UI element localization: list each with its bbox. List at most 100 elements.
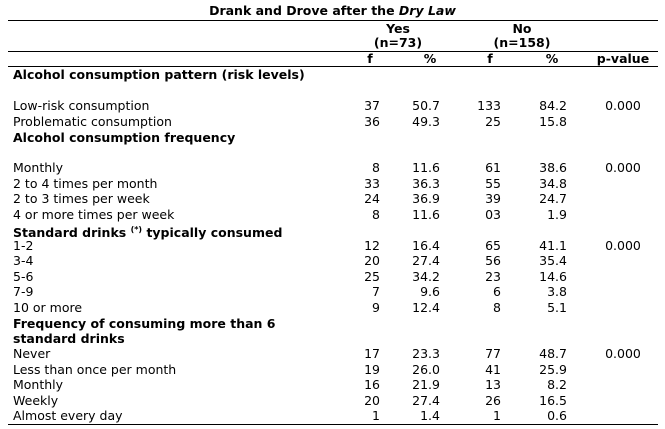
section-heading-binge-line1: Frequency of consuming more than 6 — [13, 316, 276, 331]
cell-pct-no: 48.7 — [539, 346, 567, 361]
row-label: 5-6 — [13, 269, 34, 284]
cell-f-no: 55 — [485, 176, 501, 191]
group-no-label: No — [512, 21, 532, 36]
cell-pct-yes: 1.4 — [420, 408, 440, 423]
row-label: 2 to 4 times per month — [13, 176, 158, 191]
col-header-pct-yes: % — [423, 51, 437, 66]
cell-f-yes: 36 — [364, 114, 380, 129]
row-label: Monthly — [13, 377, 64, 392]
cell-f-yes: 12 — [364, 238, 380, 253]
col-header-pct-no: % — [545, 51, 559, 66]
table-title: Drank and Drove after the Dry Law — [0, 4, 665, 18]
row-label: Low-risk consumption — [13, 98, 150, 113]
section-heading-consumption-frequency: Alcohol consumption frequency — [13, 130, 236, 145]
cell-pct-no: 5.1 — [547, 300, 567, 315]
cell-pct-no: 8.2 — [547, 377, 567, 392]
cell-f-no: 133 — [477, 98, 501, 113]
cell-f-yes: 33 — [364, 176, 380, 191]
cell-f-yes: 16 — [364, 377, 380, 392]
row-label: Weekly — [13, 393, 59, 408]
cell-f-yes: 25 — [364, 269, 380, 284]
cell-pct-yes: 36.3 — [412, 176, 440, 191]
cell-pct-yes: 26.0 — [412, 362, 440, 377]
header-rule — [8, 66, 658, 67]
table-title-italic: Dry Law — [398, 3, 456, 18]
cell-p-value: 0.000 — [605, 98, 641, 113]
cell-f-no: 8 — [493, 300, 501, 315]
table-title-text: Drank and Drove after the — [209, 3, 395, 18]
cell-pct-yes: 23.3 — [412, 346, 440, 361]
row-label: 10 or more — [13, 300, 83, 315]
group-rule — [8, 51, 658, 52]
section-heading-text: Standard drinks — [13, 225, 127, 240]
cell-f-no: 41 — [485, 362, 501, 377]
cell-f-no: 65 — [485, 238, 501, 253]
cell-pct-yes: 9.6 — [420, 284, 440, 299]
row-label: Less than once per month — [13, 362, 177, 377]
cell-pct-no: 1.9 — [547, 207, 567, 222]
group-yes-n: (n=73) — [373, 35, 423, 50]
cell-pct-yes: 11.6 — [412, 207, 440, 222]
cell-f-yes: 8 — [372, 207, 380, 222]
section-heading-suffix: typically consumed — [146, 225, 283, 240]
footnote-marker: (*) — [130, 225, 143, 234]
cell-f-no: 77 — [485, 346, 501, 361]
row-label: 1-2 — [13, 238, 34, 253]
cell-f-no: 61 — [485, 160, 501, 175]
cell-pct-yes: 27.4 — [412, 253, 440, 268]
cell-pct-no: 35.4 — [539, 253, 567, 268]
cell-f-yes: 24 — [364, 191, 380, 206]
cell-f-yes: 20 — [364, 393, 380, 408]
cell-pct-yes: 21.9 — [412, 377, 440, 392]
row-label: Problematic consumption — [13, 114, 172, 129]
row-label: 4 or more times per week — [13, 207, 175, 222]
cell-pct-yes: 12.4 — [412, 300, 440, 315]
cell-f-yes: 19 — [364, 362, 380, 377]
cell-f-yes: 8 — [372, 160, 380, 175]
cell-pct-yes: 50.7 — [412, 98, 440, 113]
cell-f-no: 03 — [485, 207, 501, 222]
group-no-n: (n=158) — [493, 35, 551, 50]
cell-f-no: 1 — [493, 408, 501, 423]
cell-f-no: 25 — [485, 114, 501, 129]
cell-p-value: 0.000 — [605, 238, 641, 253]
section-heading-binge-line2: standard drinks — [13, 331, 125, 346]
bottom-rule — [8, 424, 658, 425]
cell-pct-yes: 11.6 — [412, 160, 440, 175]
cell-pct-no: 34.8 — [539, 176, 567, 191]
col-header-p-value: p-value — [596, 51, 650, 66]
col-header-f-yes: f — [367, 51, 373, 66]
row-label: Monthly — [13, 160, 64, 175]
row-label: 7-9 — [13, 284, 34, 299]
cell-f-yes: 37 — [364, 98, 380, 113]
cell-f-yes: 9 — [372, 300, 380, 315]
cell-pct-yes: 27.4 — [412, 393, 440, 408]
cell-pct-no: 38.6 — [539, 160, 567, 175]
cell-pct-no: 16.5 — [539, 393, 567, 408]
cell-pct-no: 3.8 — [547, 284, 567, 299]
cell-pct-no: 14.6 — [539, 269, 567, 284]
cell-f-no: 39 — [485, 191, 501, 206]
cell-pct-no: 84.2 — [539, 98, 567, 113]
cell-f-no: 23 — [485, 269, 501, 284]
cell-pct-yes: 34.2 — [412, 269, 440, 284]
cell-f-yes: 17 — [364, 346, 380, 361]
cell-pct-no: 0.6 — [547, 408, 567, 423]
section-heading-risk-levels: Alcohol consumption pattern (risk levels… — [13, 67, 305, 82]
cell-pct-no: 24.7 — [539, 191, 567, 206]
cell-p-value: 0.000 — [605, 346, 641, 361]
cell-pct-yes: 36.9 — [412, 191, 440, 206]
cell-f-yes: 7 — [372, 284, 380, 299]
row-label: 3-4 — [13, 253, 34, 268]
cell-pct-no: 41.1 — [539, 238, 567, 253]
cell-f-no: 6 — [493, 284, 501, 299]
cell-p-value: 0.000 — [605, 160, 641, 175]
cell-f-no: 26 — [485, 393, 501, 408]
cell-pct-yes: 16.4 — [412, 238, 440, 253]
row-label: Almost every day — [13, 408, 123, 423]
row-label: Never — [13, 346, 51, 361]
cell-f-no: 13 — [485, 377, 501, 392]
cell-f-yes: 1 — [372, 408, 380, 423]
row-label: 2 to 3 times per week — [13, 191, 150, 206]
